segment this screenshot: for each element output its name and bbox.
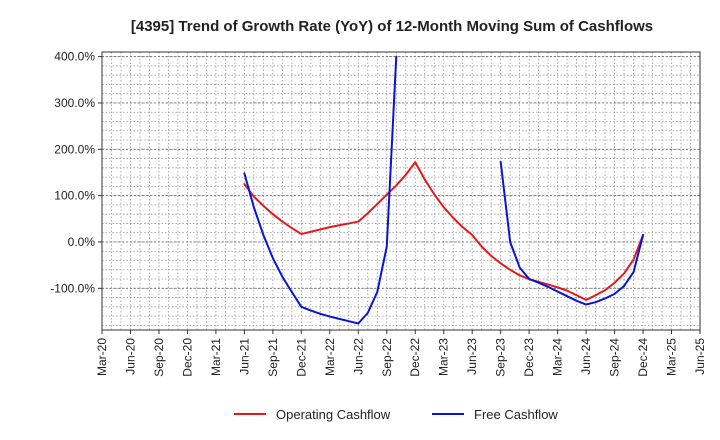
- y-tick-label: 300.0%: [54, 96, 95, 110]
- x-tick-label: Jun-25: [693, 338, 707, 375]
- y-tick-label: 100.0%: [54, 189, 95, 203]
- x-tick-label: Mar-25: [665, 338, 679, 376]
- grid: [101, 52, 701, 330]
- y-tick-label: 0.0%: [68, 235, 96, 249]
- x-tick-label: Sep-20: [152, 338, 166, 377]
- y-tick-label: 400.0%: [54, 50, 95, 64]
- x-tick-label: Sep-24: [608, 338, 622, 377]
- free-cashflow-line-segment-1: [243, 55, 398, 325]
- x-tick-label: Mar-23: [437, 338, 451, 376]
- x-tick-label: Mar-22: [323, 338, 337, 376]
- legend-label-operating-cashflow: Operating Cashflow: [276, 407, 391, 422]
- x-tick-label: Jun-22: [351, 338, 365, 375]
- series-lines: [243, 55, 645, 325]
- x-tick-label: Dec-21: [294, 338, 308, 377]
- x-tick-label: Sep-22: [380, 338, 394, 377]
- x-tick-label: Mar-20: [95, 338, 109, 376]
- x-tick-label: Mar-24: [551, 338, 565, 376]
- x-tick-label: Dec-22: [408, 338, 422, 377]
- x-tick-label: Jun-24: [579, 338, 593, 375]
- operating-cashflow-line: [243, 161, 645, 301]
- free-cashflow-line-segment-2: [499, 160, 645, 306]
- x-tick-label: Jun-21: [237, 338, 251, 375]
- axes: 400.0% 300.0% 200.0% 100.0% 0.0% -100.0% Mar-2…: [50, 50, 707, 377]
- x-tick-label: Jun-20: [123, 338, 137, 375]
- plot-frame: [101, 51, 701, 331]
- x-tick-label: Mar-21: [209, 338, 223, 376]
- legend-label-free-cashflow: Free Cashflow: [474, 407, 558, 422]
- x-tick-label: Sep-23: [494, 338, 508, 377]
- y-tick-label: -100.0%: [50, 281, 95, 295]
- x-tick-label: Dec-20: [180, 338, 194, 377]
- x-tick-label: Dec-23: [522, 338, 536, 377]
- x-tick-label: Jun-23: [465, 338, 479, 375]
- legend: Operating Cashflow Free Cashflow: [234, 407, 558, 422]
- x-tick-label: Dec-24: [636, 338, 650, 377]
- y-tick-label: 200.0%: [54, 142, 95, 156]
- x-tick-label: Sep-21: [266, 338, 280, 377]
- chart-title: [4395] Trend of Growth Rate (YoY) of 12-…: [131, 18, 653, 35]
